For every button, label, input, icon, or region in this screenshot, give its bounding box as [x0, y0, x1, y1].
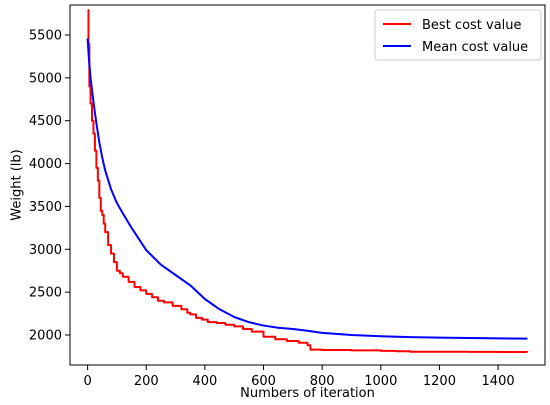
- x-tick-label: 600: [251, 374, 276, 389]
- y-tick-label: 4000: [29, 157, 62, 172]
- plot-area: [86, 9, 529, 354]
- y-tick-label: 3500: [29, 200, 62, 215]
- x-tick-label: 800: [310, 374, 335, 389]
- x-tick-label: 1000: [364, 374, 397, 389]
- legend-label-mean-cost: Mean cost value: [422, 40, 528, 55]
- x-tick-label: 1200: [423, 374, 456, 389]
- y-tick-label: 5500: [29, 29, 62, 44]
- axes: 0 200 400 600 800 1000 1200 1400 2000 2500 3000 350…: [29, 4, 546, 389]
- x-tick-label: 1400: [482, 374, 515, 389]
- y-tick-label: 3000: [29, 243, 62, 258]
- y-axis-label: Weight (lb): [10, 149, 25, 220]
- series-line-mean-cost-value: [86, 38, 528, 340]
- y-tick-label: 2500: [29, 286, 62, 301]
- x-axis-label: Numbers of iteration: [240, 386, 375, 401]
- legend: Best cost value Mean cost value: [374, 9, 542, 61]
- x-tick-label: 200: [134, 374, 159, 389]
- x-tick-label: 0: [83, 374, 91, 389]
- legend-label-best-cost: Best cost value: [422, 18, 522, 33]
- series-line-best-cost-value: [87, 9, 529, 354]
- y-tick-label: 2000: [29, 329, 62, 344]
- y-tick-label: 5000: [29, 71, 62, 86]
- x-tick-label: 400: [192, 374, 217, 389]
- legend-box: [374, 9, 542, 61]
- y-tick-label: 4500: [29, 114, 62, 129]
- axes-frame: [69, 4, 546, 366]
